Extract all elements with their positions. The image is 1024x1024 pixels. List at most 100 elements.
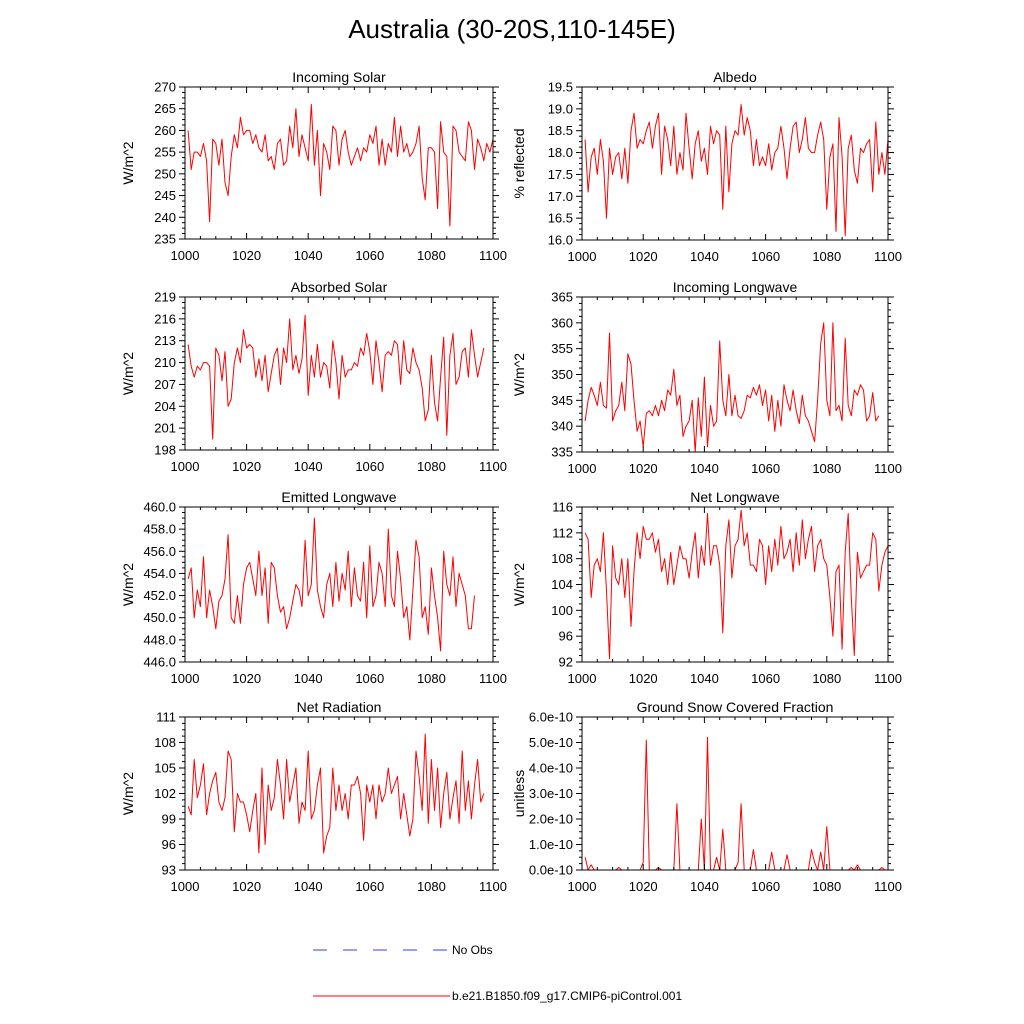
x-tick-label: 1080 (812, 671, 841, 686)
plot-frame (581, 716, 889, 871)
y-axis-label: W/m^2 (120, 141, 136, 184)
x-tick-label: 1040 (690, 879, 719, 894)
y-tick-label: 99 (162, 812, 176, 827)
series-line-6-1 (584, 509, 889, 660)
y-tick-label: 16.0 (548, 233, 573, 248)
legend-label-no-obs: No Obs (452, 943, 493, 957)
y-tick-label: 448.0 (143, 632, 176, 647)
x-tick-label: 1020 (629, 879, 658, 894)
y-axis-label: W/m^2 (511, 353, 527, 396)
y-axis-label: % reflected (511, 128, 527, 198)
y-tick-label: 17.5 (548, 167, 573, 182)
panel-title: Albedo (713, 69, 757, 85)
x-tick-label: 1100 (874, 249, 902, 264)
y-tick-label: 16.5 (548, 211, 573, 226)
y-tick-label: 105 (154, 761, 176, 776)
x-tick-label: 1080 (812, 461, 841, 476)
y-tick-label: 456.0 (143, 544, 176, 559)
panel-3: 1000 1020 1040 1060 1080 1100 198 201 204 207 210 2… (120, 279, 507, 474)
y-tick-label: 207 (154, 377, 176, 392)
y-tick-label: 19.5 (548, 80, 573, 95)
x-tick-label: 1020 (232, 879, 261, 894)
y-tick-label: 6.0e-10 (529, 710, 573, 725)
y-tick-label: 102 (154, 786, 176, 801)
x-tick-label: 1060 (751, 879, 780, 894)
series-line-2-1 (584, 104, 889, 237)
y-axis-label: W/m^2 (120, 772, 136, 815)
y-tick-label: 245 (154, 188, 176, 203)
legend-label-model: b.e21.B1850.f09_g17.CMIP6-piControl.001 (452, 989, 683, 1003)
x-tick-label: 1080 (417, 879, 446, 894)
x-tick-label: 1060 (355, 248, 384, 263)
y-tick-label: 0.0e-10 (529, 863, 573, 878)
panel-title: Incoming Longwave (673, 279, 798, 295)
panel-title: Emitted Longwave (281, 489, 396, 505)
x-tick-label: 1000 (171, 459, 200, 474)
series-line-7-1 (187, 733, 485, 854)
panel-title: Absorbed Solar (291, 279, 388, 295)
panel-5: 1000 1020 1040 1060 1080 1100 446.0 448.0 450.0 4… (120, 489, 507, 686)
x-tick-label: 1040 (294, 459, 323, 474)
panel-title: Net Longwave (690, 489, 780, 505)
y-tick-label: 108 (551, 551, 573, 566)
x-tick-label: 1100 (874, 879, 902, 894)
x-tick-label: 1000 (568, 671, 597, 686)
y-tick-label: 355 (551, 341, 573, 356)
panel-1: 1000 1020 1040 1060 1080 1100 235 240 245 250 255 2… (120, 69, 507, 263)
x-tick-label: 1020 (629, 461, 658, 476)
y-axis-label: W/m^2 (511, 563, 527, 606)
x-tick-label: 1040 (294, 248, 323, 263)
x-tick-label: 1060 (751, 671, 780, 686)
y-tick-label: 93 (162, 863, 176, 878)
x-tick-label: 1020 (629, 671, 658, 686)
figure-title: Australia (30-20S,110-145E) (348, 14, 676, 44)
y-tick-label: 111 (156, 710, 176, 725)
y-tick-label: 18.0 (548, 145, 573, 160)
y-tick-label: 250 (154, 166, 176, 181)
series-line-5-1 (187, 517, 475, 652)
y-tick-label: 17.0 (548, 189, 573, 204)
y-tick-label: 345 (551, 393, 573, 408)
x-tick-label: 1040 (690, 671, 719, 686)
x-tick-label: 1020 (232, 671, 261, 686)
x-tick-label: 1080 (812, 879, 841, 894)
panel-6: 1000 1020 1040 1060 1080 1100 92 96 100 104 108 112… (511, 489, 902, 686)
x-tick-label: 1060 (751, 461, 780, 476)
y-axis-label: W/m^2 (120, 352, 136, 395)
x-tick-label: 1060 (355, 459, 384, 474)
panel-title: Ground Snow Covered Fraction (637, 699, 834, 715)
panel-4: 1000 1020 1040 1060 1080 1100 335 340 345 350 355 3… (511, 279, 902, 476)
x-tick-label: 1100 (479, 671, 507, 686)
x-tick-label: 1040 (294, 879, 323, 894)
panel-8: 1000 1020 1040 1060 1080 1100 0.0e-10 1.0e-10 2.… (511, 699, 902, 894)
y-tick-label: 5.0e-10 (529, 735, 573, 750)
y-tick-label: 18.5 (548, 123, 573, 138)
x-tick-label: 1080 (812, 249, 841, 264)
y-tick-label: 235 (154, 232, 176, 247)
y-tick-label: 350 (551, 367, 573, 382)
y-tick-label: 92 (559, 655, 573, 670)
y-tick-label: 100 (551, 603, 573, 618)
y-tick-label: 210 (154, 355, 176, 370)
y-tick-label: 2.0e-10 (529, 812, 573, 827)
y-tick-label: 452.0 (143, 588, 176, 603)
y-tick-label: 365 (551, 290, 573, 305)
x-tick-label: 1080 (417, 459, 446, 474)
x-tick-label: 1040 (690, 249, 719, 264)
y-tick-label: 270 (154, 80, 176, 95)
x-tick-label: 1000 (171, 879, 200, 894)
y-tick-label: 204 (154, 399, 176, 414)
x-tick-label: 1000 (568, 249, 597, 264)
y-axis-label: W/m^2 (120, 563, 136, 606)
y-tick-label: 198 (154, 443, 176, 458)
x-tick-label: 1040 (294, 671, 323, 686)
y-tick-label: 96 (162, 837, 176, 852)
x-tick-label: 1080 (417, 671, 446, 686)
y-tick-label: 4.0e-10 (529, 761, 573, 776)
y-tick-label: 3.0e-10 (529, 786, 573, 801)
series-line-1-1 (187, 103, 494, 227)
panel-2: 1000 1020 1040 1060 1080 1100 16.0 16.5 17.0 17.5… (511, 69, 902, 264)
series-line-3-1 (187, 314, 485, 440)
y-tick-label: 112 (552, 525, 573, 540)
x-tick-label: 1000 (568, 879, 597, 894)
